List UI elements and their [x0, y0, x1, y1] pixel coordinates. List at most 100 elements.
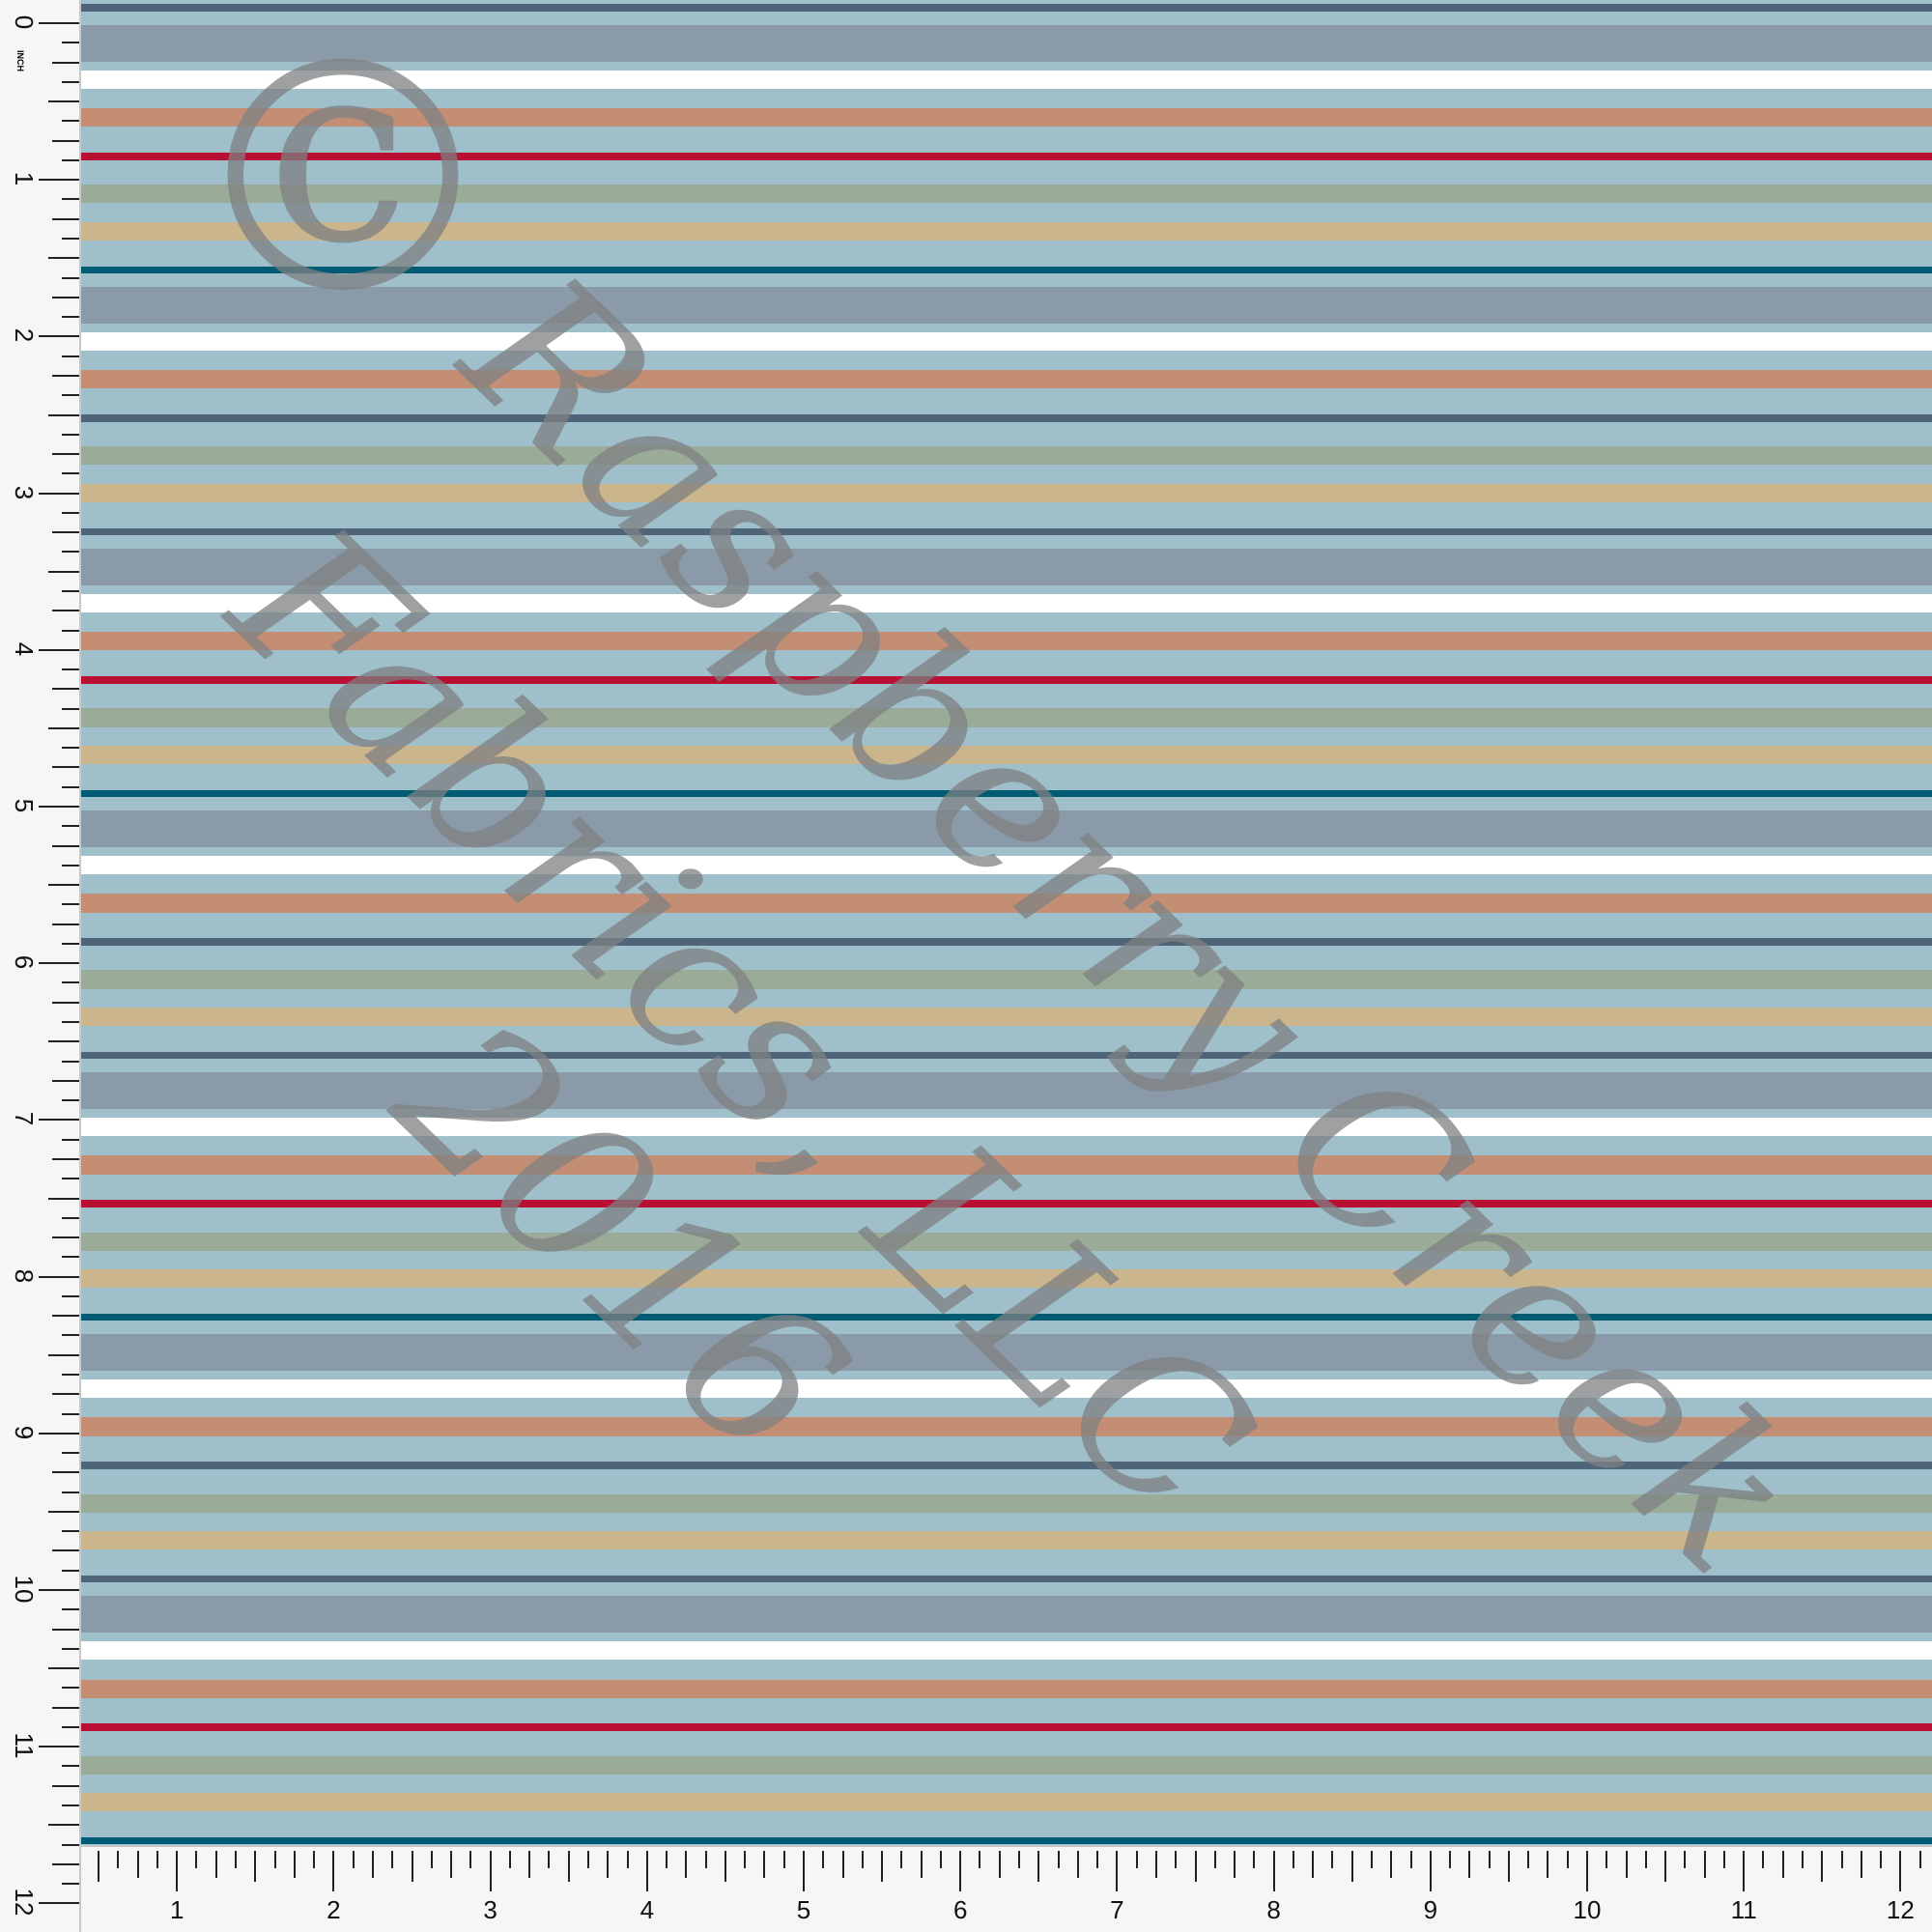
ruler-tick — [1703, 1851, 1706, 1878]
stripe-red — [81, 1200, 1932, 1208]
ruler-tick — [430, 1851, 433, 1868]
ruler-tick — [62, 355, 79, 357]
ruler-tick — [1880, 1851, 1883, 1868]
horizontal-ruler: 1 2 3 4 5 6 7 8 9 10 11 12 — [81, 1845, 1932, 1932]
ruler-tick — [62, 158, 79, 161]
horizontal-ruler-label: 12 — [1886, 1895, 1915, 1924]
ruler-tick — [607, 1851, 610, 1878]
ruler-tick — [39, 1902, 79, 1905]
stripe-teal — [81, 266, 1932, 274]
ruler-tick — [62, 747, 79, 750]
ruler-tick — [939, 1851, 942, 1868]
stripe-white — [81, 70, 1932, 89]
stripe-sage — [81, 1232, 1932, 1251]
ruler-tick — [881, 1851, 884, 1882]
ruler-tick — [704, 1851, 707, 1868]
ruler-tick — [52, 1784, 79, 1787]
ruler-tick — [1409, 1851, 1412, 1868]
stripe-slate — [81, 4, 1932, 13]
ruler-tick — [52, 453, 79, 456]
ruler-tick — [1566, 1851, 1569, 1868]
ruler-tick — [1370, 1851, 1373, 1868]
ruler-tick — [1429, 1851, 1432, 1891]
stripe-white — [81, 855, 1932, 874]
ruler-tick — [62, 1883, 79, 1886]
vertical-ruler-label: 4 — [10, 641, 39, 657]
ruler-tick — [1527, 1851, 1530, 1868]
ruler-tick — [1684, 1851, 1687, 1868]
ruler-tick — [39, 962, 79, 965]
ruler-tick — [1312, 1851, 1315, 1878]
ruler-tick — [39, 1746, 79, 1748]
ruler-tick — [1547, 1851, 1549, 1878]
ruler-tick — [62, 668, 79, 671]
ruler-tick — [469, 1851, 472, 1868]
ruler-tick — [52, 1157, 79, 1160]
ruler-tick — [450, 1851, 453, 1878]
stripe-sage — [81, 708, 1932, 727]
ruler-tick — [548, 1851, 551, 1868]
ruler-tick — [273, 1851, 276, 1868]
ruler-tick — [52, 688, 79, 691]
ruler-tick — [52, 610, 79, 612]
ruler-tick — [62, 1687, 79, 1690]
ruler-tick — [685, 1851, 688, 1878]
ruler-tick — [39, 1589, 79, 1591]
ruler-tick — [666, 1851, 668, 1868]
stripe-white — [81, 1117, 1932, 1136]
ruler-tick — [62, 433, 79, 436]
stripe-tan — [81, 483, 1932, 502]
stripe-red — [81, 153, 1932, 160]
ruler-tick — [1037, 1851, 1040, 1882]
ruler-tick — [62, 1256, 79, 1259]
stripe-teal — [81, 789, 1932, 798]
ruler-tick — [371, 1851, 374, 1878]
ruler-tick — [62, 80, 79, 83]
ruler-tick — [822, 1851, 825, 1868]
ruler-tick — [352, 1851, 355, 1868]
ruler-tick — [1057, 1851, 1060, 1868]
stripe-sage — [81, 446, 1932, 466]
stripe-slate — [81, 1051, 1932, 1060]
ruler-tick — [1018, 1851, 1021, 1868]
ruler-unit-label: INCH — [15, 50, 25, 71]
ruler-tick — [1116, 1851, 1119, 1891]
ruler-tick — [62, 1452, 79, 1455]
vertical-ruler-label: 6 — [10, 954, 39, 970]
ruler-tick — [489, 1851, 492, 1891]
stripe-grey-blue — [81, 24, 1932, 62]
ruler-tick — [62, 1804, 79, 1807]
ruler-tick — [861, 1851, 864, 1868]
ruler-tick — [48, 1824, 79, 1827]
ruler-tick — [391, 1851, 394, 1868]
fabric-swatch — [81, 0, 1932, 1845]
ruler-tick — [39, 179, 79, 182]
stripe-terracotta — [81, 108, 1932, 128]
ruler-tick — [48, 1667, 79, 1670]
ruler-tick — [52, 923, 79, 925]
ruler-tick — [1840, 1851, 1843, 1868]
ruler-tick — [62, 276, 79, 279]
ruler-tick — [313, 1851, 316, 1868]
ruler-tick — [998, 1851, 1001, 1878]
vertical-ruler-label: 5 — [10, 798, 39, 813]
ruler-tick — [508, 1851, 511, 1868]
stripe-tan — [81, 221, 1932, 241]
ruler-tick — [528, 1851, 531, 1878]
ruler-tick — [1154, 1851, 1157, 1878]
ruler-tick — [920, 1851, 923, 1878]
ruler-tick — [39, 335, 79, 338]
stripe-slate — [81, 527, 1932, 536]
ruler-tick — [62, 981, 79, 984]
ruler-tick — [39, 648, 79, 651]
ruler-tick — [52, 61, 79, 64]
ruler-tick — [1449, 1851, 1452, 1868]
vertical-ruler-label: 1 — [10, 171, 39, 186]
stripe-grey-blue — [81, 1071, 1932, 1109]
ruler-tick — [293, 1851, 296, 1878]
ruler-tick — [235, 1851, 238, 1868]
ruler-tick — [48, 413, 79, 416]
stripe-terracotta — [81, 1679, 1932, 1698]
ruler-tick — [117, 1851, 120, 1868]
ruler-tick — [52, 1549, 79, 1552]
